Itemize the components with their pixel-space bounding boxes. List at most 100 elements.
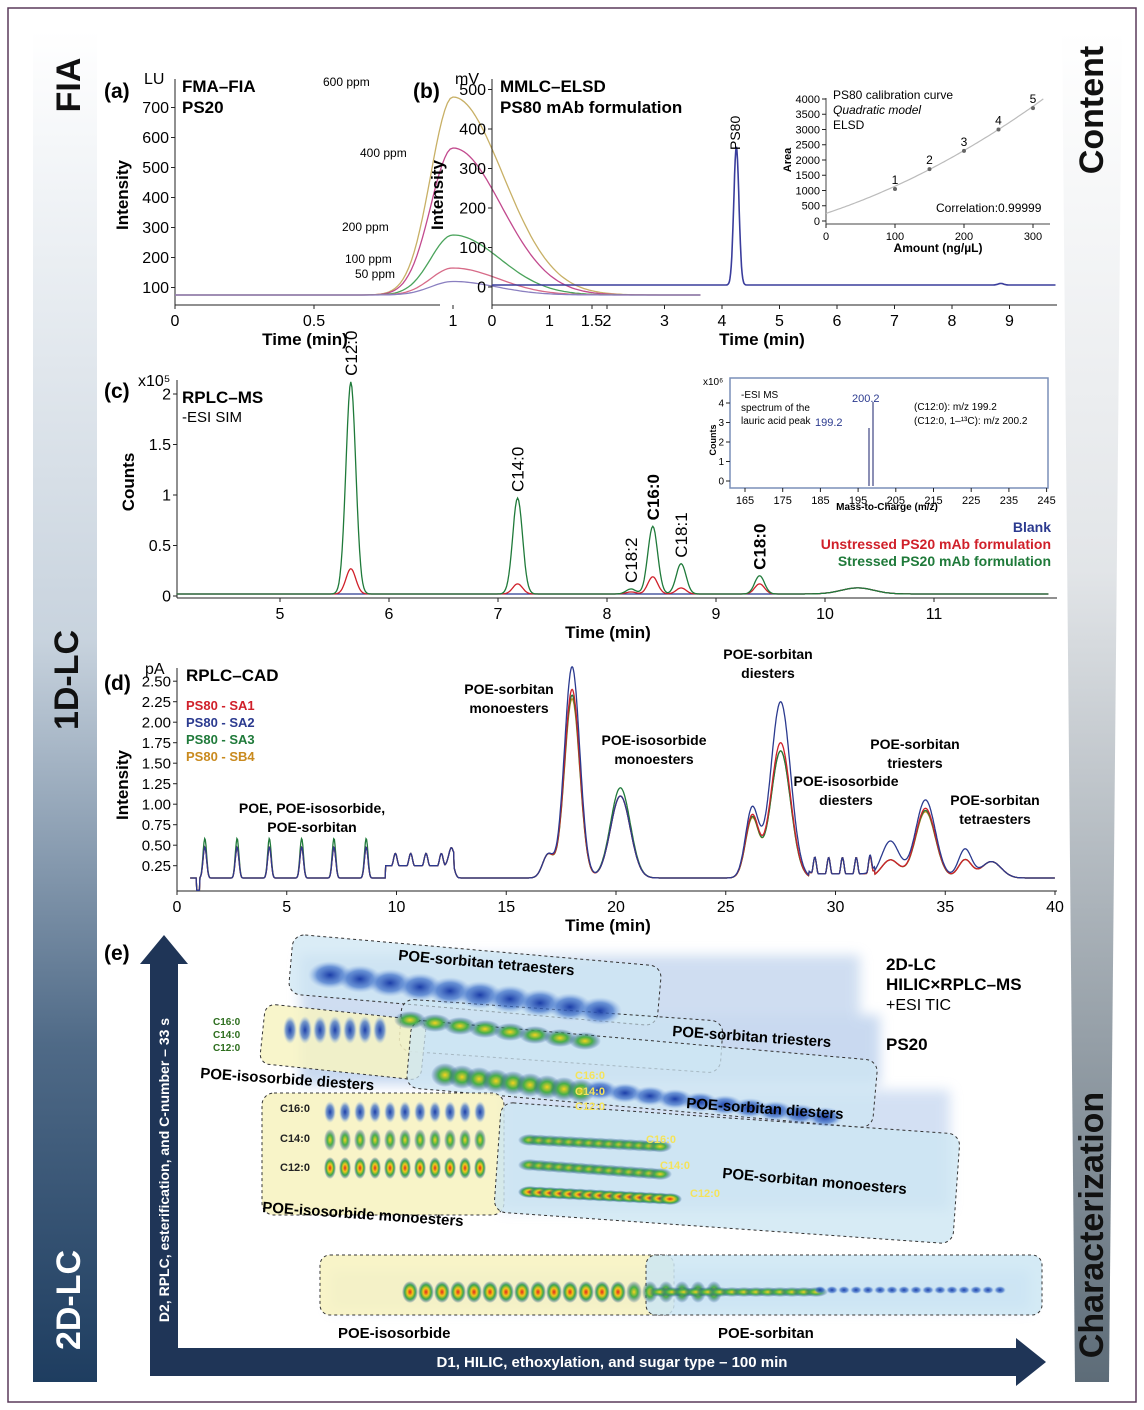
panel-e-letter: (e) <box>104 942 130 965</box>
heat-spot <box>519 1026 551 1044</box>
c-xtick-label: 9 <box>712 606 721 623</box>
heat-spot <box>648 1168 672 1181</box>
inset-c-xtick-label: 205 <box>887 495 905 507</box>
c-xtick-label: 7 <box>494 606 503 623</box>
d-ytick-label: 1.75 <box>142 735 171 752</box>
d-ytick-label: 1.25 <box>142 776 171 793</box>
panel-b-ylabel: Intensity <box>428 160 447 230</box>
calibration-point-5 <box>1031 106 1035 111</box>
heat-spot <box>886 1286 898 1294</box>
heat-spot <box>399 1101 411 1123</box>
panel-b: (b) mV MMLC–ELSD PS80 mAb formulation In… <box>413 71 1057 349</box>
heat-spot <box>444 1129 456 1151</box>
heat-spot <box>910 1286 922 1294</box>
heat-spot <box>339 1157 351 1179</box>
chain-c16-a: C16:0 <box>213 1017 241 1028</box>
right-bar: Content Characterization <box>1062 30 1122 1382</box>
chain-c16-d: C16:0 <box>646 1134 676 1146</box>
heat-spot <box>850 1286 862 1294</box>
heat-spot <box>429 1129 441 1151</box>
panel-d-unit: pA <box>145 661 165 678</box>
heat-spot <box>862 1286 874 1294</box>
heat-spot <box>418 1281 434 1303</box>
c-ytick-label: 0.5 <box>149 538 171 555</box>
inset-c-xtick-label: 215 <box>924 495 942 507</box>
panel-d-title: RPLC–CAD <box>186 666 279 685</box>
calibration-point-label-2: 2 <box>926 153 933 167</box>
heat-spot <box>429 1157 441 1179</box>
cad-trace-1 <box>190 665 1055 891</box>
heat-spot <box>394 1011 426 1029</box>
inset-b-correlation: Correlation:0.99999 <box>936 201 1042 215</box>
legend-c-1: Unstressed PS20 mAb formulation <box>821 536 1051 552</box>
b-ytick-label: 100 <box>459 240 486 257</box>
c-xtick-label: 8 <box>603 606 612 623</box>
a-xtick-label: 0.5 <box>303 313 325 330</box>
region-sorbitan <box>645 1254 1043 1316</box>
inset-c-text2: spectrum of the <box>741 403 810 414</box>
a-xtick-label: 1.5 <box>581 313 603 330</box>
heat-spot <box>283 1016 297 1044</box>
heat-spot <box>562 1281 578 1303</box>
panel-e-yaxis-label: D2, RPLC, esterification, and C-number –… <box>156 1018 172 1322</box>
heat-spot <box>594 1281 610 1303</box>
calibration-point-label-1: 1 <box>892 173 899 187</box>
b-ytick-label: 0 <box>477 280 486 297</box>
a-xtick-label: 1 <box>449 313 458 330</box>
chain-c14-b: C14:0 <box>280 1133 310 1145</box>
a-ytick-label: 100 <box>142 280 169 297</box>
inset-c-peak1: 200.2 <box>852 393 880 405</box>
calibration-point-label-5: 5 <box>1030 92 1037 106</box>
inset-c-ytick-label: 0 <box>718 477 724 488</box>
panel-a-title1: FMA–FIA <box>182 77 256 96</box>
label-sorbitan: POE-sorbitan <box>718 1325 814 1342</box>
d-ann-1a: POE-sorbitan <box>464 681 553 697</box>
a-ytick-label: 200 <box>142 250 169 267</box>
peak-label-C18-1: C18:1 <box>672 512 691 557</box>
panel-e: (e) POE-sorbitan tetraesters POE-sorbita… <box>104 934 1046 1386</box>
panel-a-letter: (a) <box>104 80 130 103</box>
heat-spot <box>626 1281 642 1303</box>
heat-spot <box>958 1286 970 1294</box>
heat-spot <box>373 1016 387 1044</box>
fia-peak-label-1: 400 ppm <box>360 146 407 160</box>
heat-spot <box>838 1286 850 1294</box>
peak-label-C14-0: C14:0 <box>509 447 528 492</box>
c-ytick-label: 2 <box>162 387 171 404</box>
region-isosorbide-monoesters <box>261 1092 505 1216</box>
heat-spot <box>474 1157 486 1179</box>
chain-c12-d: C12:0 <box>690 1188 720 1200</box>
chain-c14-c: C14:0 <box>575 1086 605 1098</box>
d-xtick-label: 10 <box>388 899 406 916</box>
inset-c-ytick-label: 3 <box>718 418 724 429</box>
calibration-point-label-4: 4 <box>995 114 1002 128</box>
d-ann-1b: monoesters <box>469 700 549 716</box>
inset-b-ytick-label: 500 <box>802 201 820 213</box>
heat-spot <box>469 1020 501 1038</box>
heat-spot <box>658 1193 682 1205</box>
heat-spot <box>414 1101 426 1123</box>
d-ytick-label: 1.00 <box>142 796 171 813</box>
chain-c14-d: C14:0 <box>660 1160 690 1172</box>
heat-spot <box>313 1016 327 1044</box>
heat-spot <box>444 1017 476 1035</box>
chain-c12-a: C12:0 <box>213 1043 241 1054</box>
b-xtick-label: 2 <box>603 313 612 330</box>
inset-c-text1: -ESI MS <box>741 390 779 401</box>
heat-spot <box>402 1281 418 1303</box>
heat-spot <box>466 1281 482 1303</box>
panel-a-ylabel: Intensity <box>113 160 132 230</box>
heat-spot <box>434 1281 450 1303</box>
c-ytick-label: 1 <box>162 488 171 505</box>
heat-spot <box>384 1101 396 1123</box>
heat-spot <box>354 1101 366 1123</box>
b-ytick-label: 300 <box>459 161 486 178</box>
c-ytick-label: 0 <box>162 589 171 606</box>
inset-b-ytick-label: 1000 <box>796 185 820 197</box>
fia-peak-label-3: 100 ppm <box>345 252 392 266</box>
heat-spot <box>498 1281 514 1303</box>
d-xtick-label: 30 <box>827 899 845 916</box>
d-xtick-label: 35 <box>936 899 954 916</box>
d-xtick-label: 5 <box>282 899 291 916</box>
legend-c-2: Stressed PS20 mAb formulation <box>838 553 1051 569</box>
